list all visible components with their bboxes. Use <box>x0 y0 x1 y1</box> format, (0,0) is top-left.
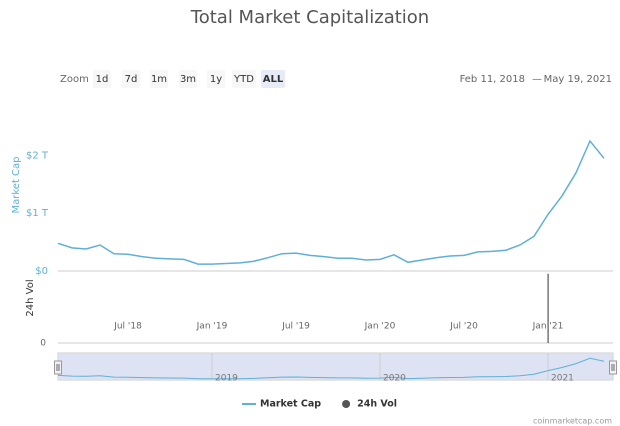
range-to: May 19, 2021 <box>544 74 612 85</box>
zoom-button-bg[interactable] <box>232 70 256 88</box>
zoom-button[interactable]: 3m <box>179 70 197 88</box>
range-from: Feb 11, 2018 <box>460 74 525 85</box>
navigator-selection[interactable] <box>58 353 613 380</box>
zoom-button[interactable]: 1m <box>150 70 168 88</box>
navigator-label: 2020 <box>383 374 406 384</box>
zoom-button[interactable]: 1d <box>93 70 111 88</box>
zoom-label: Zoom <box>60 74 89 85</box>
legend-label[interactable]: Market Cap <box>260 399 321 410</box>
zoom-button-bg[interactable] <box>207 70 225 88</box>
zoom-button[interactable]: YTD <box>232 70 256 88</box>
range-separator: — <box>532 74 542 85</box>
y-tick-label: $0 <box>35 266 48 277</box>
zoom-button-bg[interactable] <box>93 70 111 88</box>
line <box>57 139 605 265</box>
navigator-handle[interactable] <box>609 360 617 375</box>
zoom-button-bg[interactable] <box>122 70 140 88</box>
legend-swatch <box>342 400 351 408</box>
zoom-button-bg[interactable] <box>150 70 168 88</box>
zoom-button-bg[interactable] <box>261 70 285 88</box>
zoom-button[interactable]: 1y <box>207 70 225 88</box>
y-tick-label: $1 T <box>26 208 49 219</box>
y-tick-label: $2 T <box>26 150 49 161</box>
zoom-button[interactable]: ALL <box>261 70 285 88</box>
legend-label[interactable]: 24h Vol <box>357 399 397 410</box>
chart-title: Total Market Capitalization <box>190 7 429 28</box>
x-tick-label: Jul '20 <box>449 322 478 332</box>
x-tick-label: Jul '19 <box>281 322 310 332</box>
zoom-button-label[interactable]: 1m <box>151 74 167 85</box>
x-tick-label: Jan '20 <box>364 322 396 332</box>
zoom-button-label[interactable]: ALL <box>263 74 284 85</box>
zoom-button-label[interactable]: 7d <box>125 74 138 85</box>
zoom-button-label[interactable]: YTD <box>233 74 254 85</box>
y-tick-label: 0 <box>40 339 46 349</box>
navigator-handle[interactable] <box>54 360 62 375</box>
x-tick-label: Jan '19 <box>196 322 228 332</box>
zoom-button-bg[interactable] <box>179 70 197 88</box>
bar <box>547 273 549 343</box>
y-axis-label: 24h Vol <box>25 279 36 316</box>
credit: coinmarketcap.com <box>533 417 612 426</box>
zoom-button-label[interactable]: 1d <box>96 74 109 85</box>
navigator-label: 2019 <box>215 374 238 384</box>
x-tick-label: Jul '18 <box>113 322 142 332</box>
zoom-button[interactable]: 7d <box>122 70 140 88</box>
navigator-line <box>57 357 605 380</box>
navigator-label: 2021 <box>551 374 574 384</box>
y-axis-label: Market Cap <box>11 156 22 213</box>
zoom-button-label[interactable]: 3m <box>180 74 196 85</box>
zoom-button-label[interactable]: 1y <box>210 74 222 85</box>
